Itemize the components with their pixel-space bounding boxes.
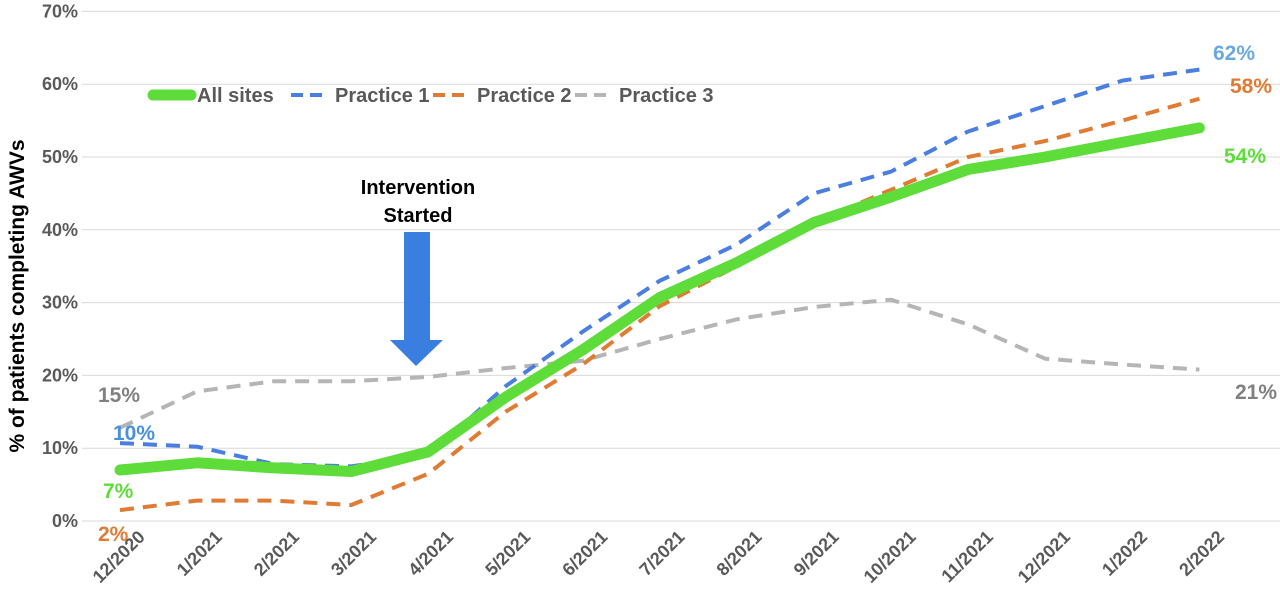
x-tick-label: 8/2021 [713,527,766,580]
y-tick-label: 30% [42,293,78,313]
data-labels: 15% 10% 7% 2% 62% 58% 54% 21% [98,42,1277,546]
gridlines [82,10,1280,522]
x-tick-label: 9/2021 [790,527,843,580]
x-tick-label: 3/2021 [327,527,380,580]
y-tick-label: 50% [42,147,78,167]
x-tick-label: 7/2021 [635,527,688,580]
series-line-practice-3 [119,297,1200,430]
annotation-line-2: Started [384,205,453,227]
legend-label: All sites [197,85,274,107]
x-tick-label: 11/2021 [937,527,996,586]
y-tick-label: 60% [42,74,78,94]
y-tick-label: 40% [42,220,78,240]
annotation-line-1: Intervention [361,177,475,199]
data-label: 7% [103,480,134,503]
x-tick-label: 4/2021 [404,527,457,580]
data-label: 2% [98,523,129,546]
series-line-practice-2 [119,96,1200,513]
data-label: 54% [1224,145,1266,168]
x-tick-label: 1/2022 [1098,527,1151,580]
intervention-annotation: Intervention Started [361,177,475,366]
y-axis-ticks: 0% 10% 20% 30% 40% 50% 60% 70% [42,1,78,531]
series-line-practice-1 [119,67,1200,469]
x-tick-label: 12/2021 [1014,527,1074,587]
data-label: 58% [1230,75,1272,98]
y-tick-label: 10% [42,438,78,458]
legend-label: Practice 2 [477,85,572,107]
x-tick-label: 10/2021 [860,527,920,587]
x-tick-label: 2/2022 [1175,527,1228,580]
down-arrow-icon [390,232,443,366]
y-tick-label: 0% [52,511,78,531]
y-tick-label: 20% [42,365,78,385]
x-tick-label: 2/2021 [250,527,303,580]
legend: All sites Practice 1 Practice 2 Practice 3 [147,85,714,107]
y-tick-label: 70% [42,1,78,21]
series-line-all-sites [114,122,1205,477]
legend-label: Practice 1 [335,85,430,107]
y-axis-label: % of patients completing AWVs [6,139,29,452]
data-label: 15% [98,384,140,407]
legend-label: Practice 3 [619,85,714,107]
series-lines [114,67,1205,513]
x-tick-label: 1/2021 [173,527,226,580]
data-label: 10% [113,422,155,445]
data-label: 62% [1213,42,1255,65]
x-tick-label: 5/2021 [481,527,534,580]
x-tick-label: 6/2021 [558,527,611,580]
data-label: 21% [1235,381,1277,404]
x-axis-ticks: 12/2020 1/2021 2/2021 3/2021 4/2021 5/2021 6/2… [89,527,1229,587]
